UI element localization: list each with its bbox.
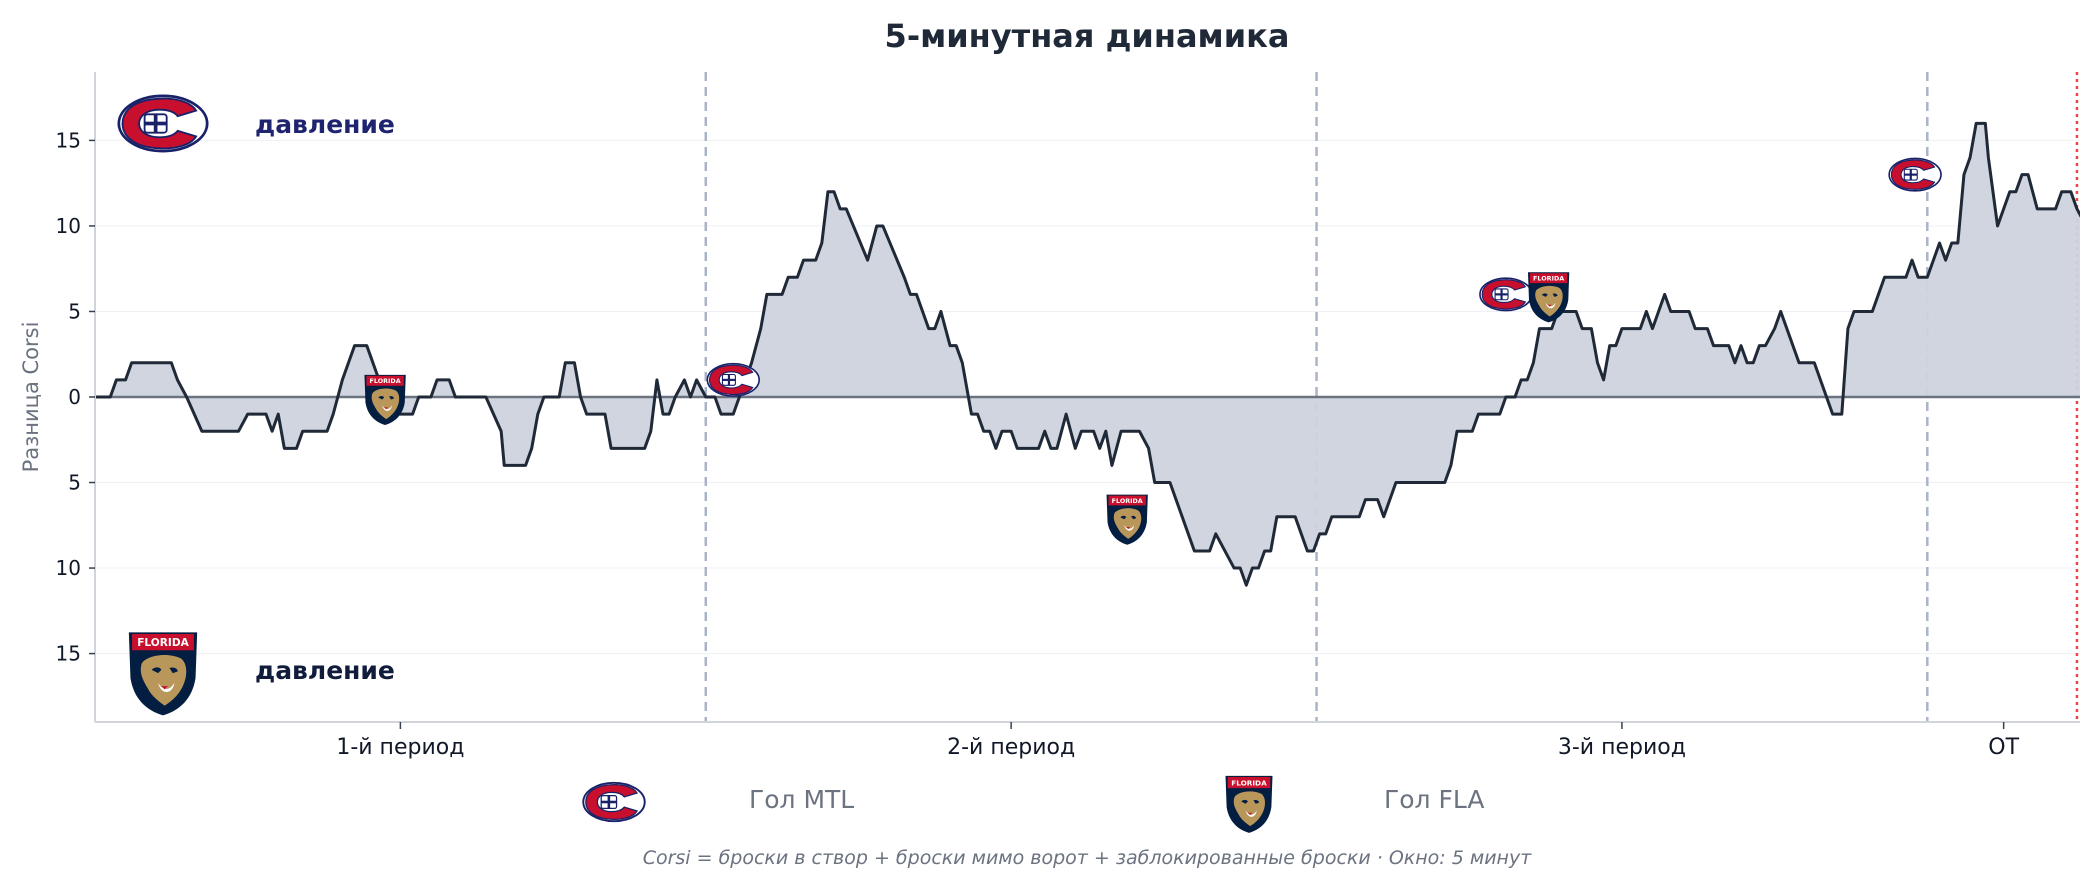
footnote: Corsi = броски в створ + броски мимо вор… bbox=[643, 847, 1533, 869]
y-axis-label: Разница Corsi bbox=[19, 322, 43, 473]
chart-title: 5-минутная динамика bbox=[885, 17, 1290, 55]
legend-mtl-icon bbox=[582, 781, 646, 823]
y-tick-label: 5 bbox=[68, 299, 81, 323]
x-tick-label: ОТ bbox=[1988, 735, 2019, 760]
y-tick-label: 0 bbox=[68, 385, 81, 409]
y-tick-label: 5 bbox=[68, 471, 81, 495]
y-tick-label: 15 bbox=[56, 642, 81, 666]
legend-fla-label: Гол FLA bbox=[1384, 785, 1484, 814]
plot-area bbox=[95, 121, 2080, 587]
y-tick-label: 15 bbox=[56, 128, 81, 152]
corsi-area bbox=[95, 123, 2080, 586]
axes: 15 10 5 0 5 10 15 1-й период 2-й период 3-й перио… bbox=[56, 72, 2080, 760]
fla-logo-icon bbox=[128, 632, 198, 716]
y-tick-label: 10 bbox=[56, 556, 81, 580]
fla-pressure-label: давление bbox=[255, 656, 395, 685]
goal-mtl-icon bbox=[706, 362, 761, 397]
legend: Гол MTL Гол FLA bbox=[582, 775, 1484, 833]
legend-mtl-label: Гол MTL bbox=[749, 785, 854, 814]
corsi-line bbox=[95, 121, 2080, 587]
goal-fla-icon bbox=[364, 374, 406, 426]
team-labels: давление давление bbox=[117, 94, 395, 716]
x-tick-label: 2-й период bbox=[947, 735, 1075, 760]
legend-fla-icon bbox=[1225, 775, 1273, 833]
x-tick-label: 1-й период bbox=[336, 735, 464, 760]
goal-fla-icon bbox=[1106, 494, 1148, 545]
y-tick-label: 10 bbox=[56, 214, 81, 238]
x-tick-label: 3-й период bbox=[1558, 735, 1686, 760]
mtl-pressure-label: давление bbox=[255, 110, 395, 139]
goal-mtl-icon bbox=[1888, 157, 1942, 192]
goal-mtl-icon bbox=[1479, 277, 1533, 312]
mtl-logo-icon bbox=[117, 94, 209, 153]
